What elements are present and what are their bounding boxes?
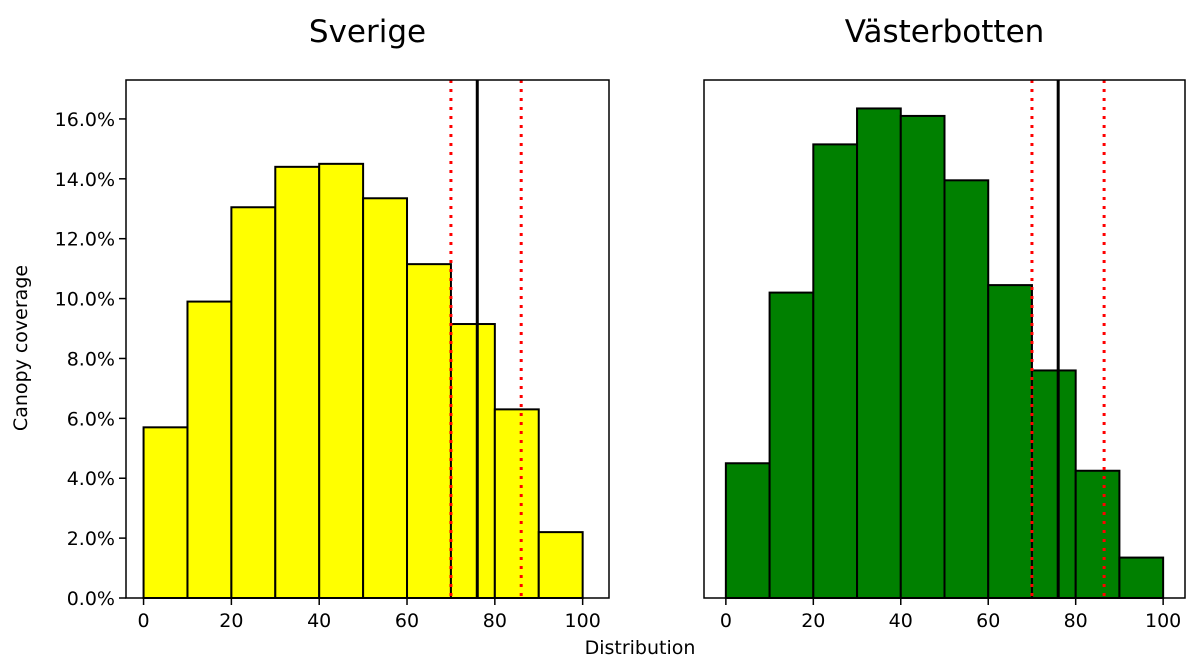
x-tick-label: 0 [138, 610, 150, 632]
histogram-bar [856, 107, 902, 599]
histogram-bar [186, 300, 233, 599]
x-tick-label: 100 [1145, 610, 1181, 632]
x-tick-label: 0 [720, 610, 732, 632]
axes-frame [703, 79, 1186, 599]
histogram-bar [274, 165, 321, 599]
histogram-bar [899, 114, 946, 599]
x-tick-label: 40 [889, 610, 913, 632]
x-tick-label: 20 [219, 610, 243, 632]
histogram-bar [537, 531, 584, 600]
histogram-bar [1118, 556, 1165, 600]
y-tick-label: 12.0% [55, 229, 115, 251]
histogram-panel-sverige: Sverige 0 20 40 60 80 100 0.0% 2.0% 4.0% 6.0% 8.0% 1… [55, 14, 610, 632]
histogram-bar [230, 206, 277, 599]
y-tick-label: 8.0% [67, 348, 115, 370]
y-tick-label: 16.0% [55, 109, 115, 131]
x-tick-label: 20 [801, 610, 825, 632]
y-tick-label: 6.0% [67, 408, 115, 430]
histogram-bar [1030, 369, 1077, 599]
y-tick-label: 10.0% [55, 289, 115, 311]
y-tick-label: 0.0% [67, 588, 115, 610]
histogram-panel-vasterbotten: Västerbotten 0 20 40 60 80 100 [703, 14, 1186, 632]
y-axis-label: Canopy coverage [10, 265, 32, 431]
panel-title: Sverige [309, 14, 426, 50]
x-tick-label: 60 [395, 610, 419, 632]
histogram-bar [724, 462, 771, 599]
x-tick-label: 60 [976, 610, 1000, 632]
histogram-bar [406, 263, 452, 599]
histogram-bar [768, 291, 815, 599]
histogram-bar [1074, 469, 1121, 599]
x-tick-label: 100 [565, 610, 601, 632]
histogram-bar [362, 197, 409, 600]
y-tick-label: 14.0% [55, 169, 115, 191]
histogram-bar [449, 323, 496, 599]
histogram-bar [812, 143, 859, 599]
y-tick-label: 4.0% [67, 468, 115, 490]
y-tick-label: 2.0% [67, 528, 115, 550]
x-tick-label: 80 [483, 610, 507, 632]
x-tick-label: 80 [1064, 610, 1088, 632]
x-axis-label: Distribution [585, 637, 696, 657]
panel-title: Västerbotten [845, 14, 1045, 50]
histogram-bar [318, 162, 365, 599]
x-tick-label: 40 [307, 610, 331, 632]
axes-frame [125, 79, 610, 599]
histogram-bar [987, 284, 1033, 599]
histogram-bar [142, 426, 189, 599]
histogram-bar [943, 179, 990, 599]
histogram-bar [493, 408, 540, 599]
